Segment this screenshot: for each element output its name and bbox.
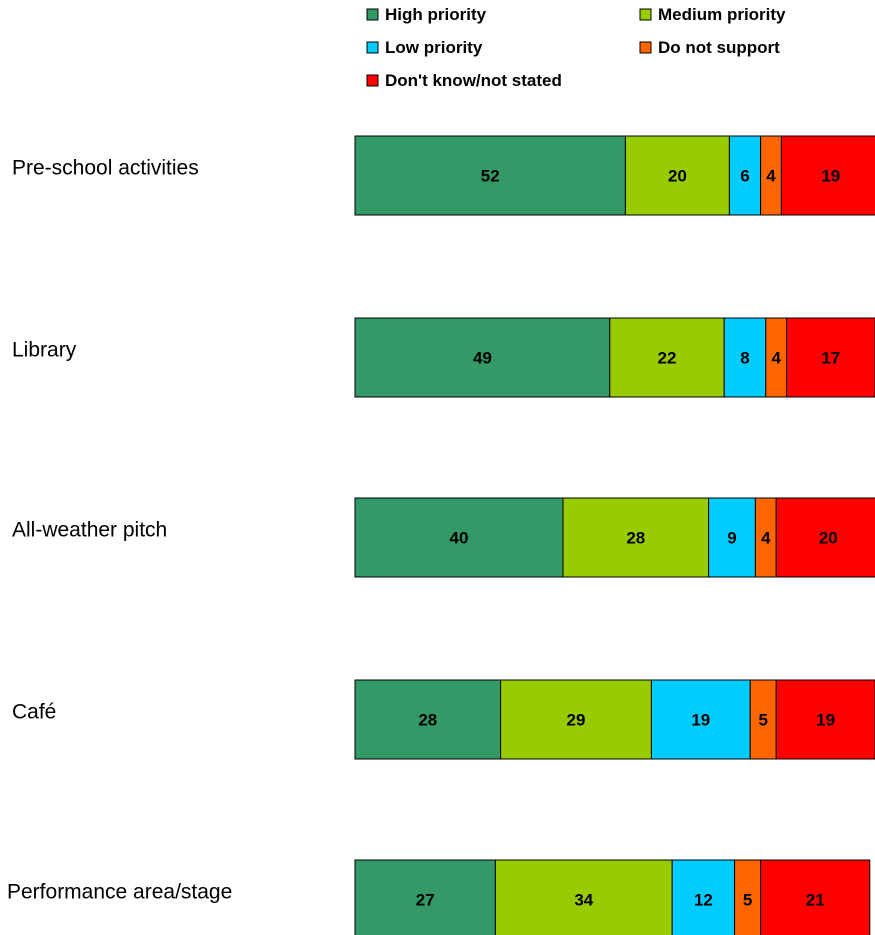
legend-swatch: [639, 41, 652, 54]
legend-label: Don't know/not stated: [385, 71, 562, 90]
legend-swatch: [366, 41, 379, 54]
bar-segment: [494, 859, 673, 935]
data-label: 29: [567, 711, 586, 730]
bar-segment: [624, 135, 730, 216]
legend-label: Low priority: [385, 38, 483, 57]
legend: High priority Medium priority Low priority…: [366, 5, 786, 90]
data-label: 28: [418, 711, 437, 730]
data-label: 34: [574, 891, 593, 910]
legend-item: Do not support: [639, 38, 780, 57]
bar-segment: [728, 135, 762, 216]
legend-item: Low priority: [366, 38, 483, 57]
legend-swatch: [366, 74, 379, 87]
legend-label: Do not support: [658, 38, 780, 57]
data-label: 20: [668, 167, 687, 186]
bar-segment: [775, 679, 875, 760]
data-label: 19: [691, 711, 710, 730]
bar-segment: [734, 859, 762, 935]
legend-item: High priority: [366, 5, 487, 24]
data-label: 49: [473, 349, 492, 368]
data-label: 5: [743, 891, 752, 910]
bar-segment: [723, 317, 767, 398]
bar-row: 49 22 8 4 17: [354, 317, 875, 398]
data-label: 5: [758, 711, 767, 730]
data-label: 40: [450, 529, 469, 548]
category-label: Library: [12, 339, 77, 362]
data-label: 27: [416, 891, 435, 910]
data-label: 17: [821, 349, 840, 368]
legend-label: Medium priority: [658, 5, 786, 24]
category-labels: Pre-school activities Library All-weather …: [7, 157, 232, 904]
legend-item: Don't know/not stated: [366, 71, 562, 90]
bar-row: 27 34 12 5 21: [354, 859, 871, 935]
bar-segment: [780, 135, 875, 216]
bar-segment: [562, 497, 710, 578]
bar-segment: [354, 135, 626, 216]
bar-segment: [354, 317, 611, 398]
bar-segment: [671, 859, 736, 935]
bar-segment: [708, 497, 756, 578]
data-label: 28: [626, 529, 645, 548]
legend-label: High priority: [385, 5, 487, 24]
data-label: 19: [821, 167, 840, 186]
data-label: 20: [819, 529, 838, 548]
bar-segment: [609, 317, 725, 398]
data-label: 4: [761, 529, 771, 548]
legend-swatch: [639, 8, 652, 21]
category-label: Café: [12, 701, 56, 724]
data-label: 21: [806, 891, 825, 910]
category-label: Pre-school activities: [12, 157, 199, 180]
bar-segment: [354, 679, 502, 760]
bar-segment: [354, 859, 496, 935]
data-label: 22: [658, 349, 677, 368]
bar-row: 28 29 19 5 19: [354, 679, 875, 760]
data-label: 9: [727, 529, 736, 548]
bar-segment: [354, 497, 564, 578]
bar-segment: [775, 497, 875, 578]
data-label: 8: [740, 349, 749, 368]
bar-row: 52 20 6 4 19: [354, 135, 875, 216]
legend-item: Medium priority: [639, 5, 786, 24]
bar-row: 40 28 9 4 20: [354, 497, 875, 578]
bar-segment: [650, 679, 751, 760]
data-label: 12: [694, 891, 713, 910]
data-label: 52: [481, 167, 500, 186]
category-label: Performance area/stage: [7, 881, 232, 904]
data-label: 19: [816, 711, 835, 730]
data-label: 4: [771, 349, 781, 368]
data-label: 6: [740, 167, 749, 186]
bar-segment: [760, 859, 871, 935]
legend-swatch: [366, 8, 379, 21]
category-label: All-weather pitch: [12, 519, 167, 542]
data-label: 4: [766, 167, 776, 186]
bar-segment: [786, 317, 875, 398]
